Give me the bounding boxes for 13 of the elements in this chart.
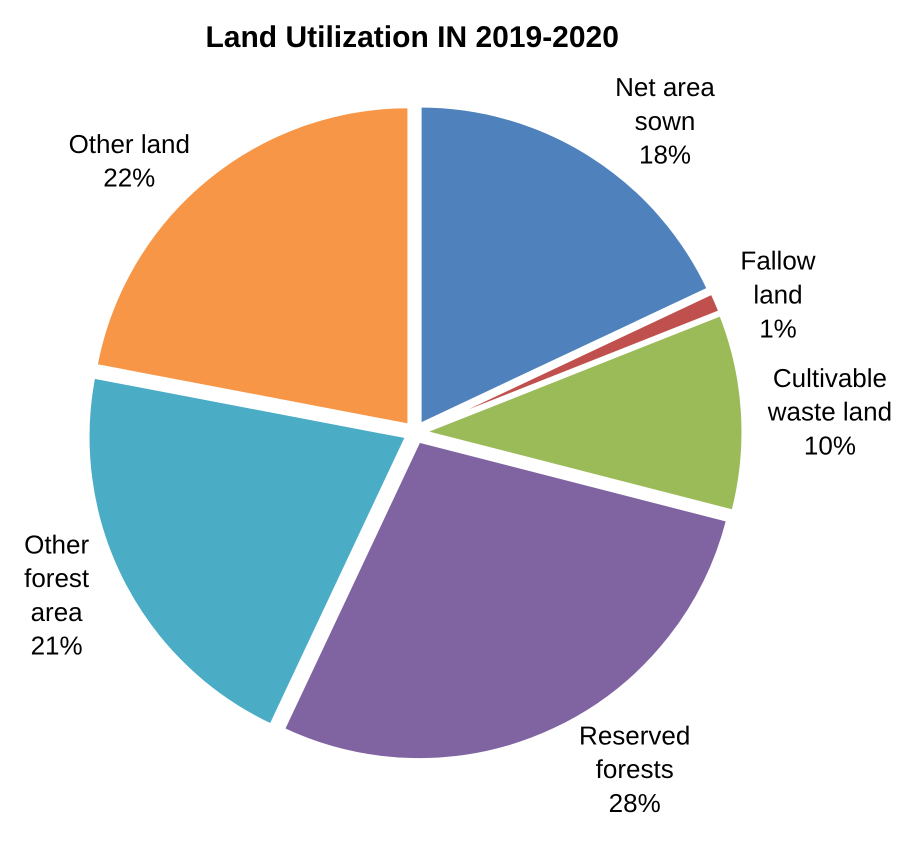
slice-label: Cultivable waste land [766, 362, 892, 427]
slice-label: Other land [68, 128, 190, 159]
chart-title: Land Utilization IN 2019-2020 [205, 20, 619, 54]
slice-label: Fallow land [740, 246, 816, 310]
data-label: 1% [759, 313, 797, 344]
data-label: 21% [30, 630, 83, 661]
data-label: 10% [804, 430, 856, 461]
slice-label: Other forest area [24, 529, 90, 627]
data-label: 18% [638, 140, 692, 170]
data-label: 28% [608, 788, 661, 818]
slice-label: Reserved forests [579, 720, 690, 784]
slice-label: Net area sown [615, 72, 716, 136]
data-label: 22% [103, 162, 156, 193]
